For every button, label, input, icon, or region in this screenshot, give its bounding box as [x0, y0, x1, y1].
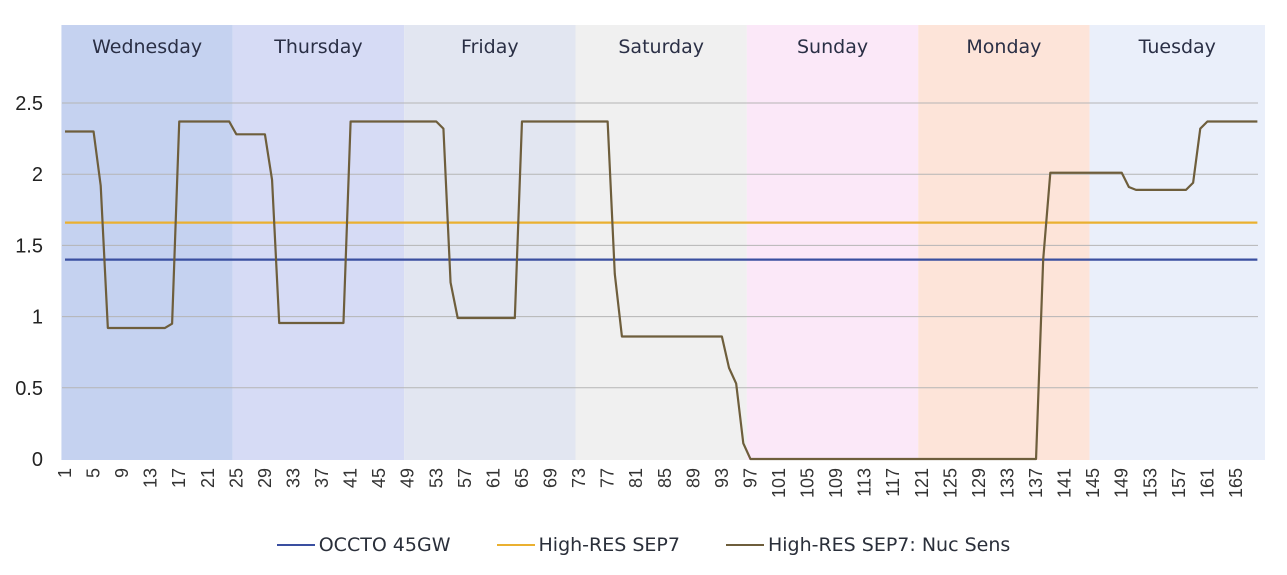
x-tick-label: 53	[426, 468, 446, 488]
x-tick-label: 113	[855, 468, 875, 497]
x-tick-label: 89	[683, 468, 703, 488]
x-tick-label: 105	[798, 468, 818, 498]
x-tick-label: 165	[1226, 468, 1246, 498]
legend-item-occto: OCCTO 45GW	[276, 534, 451, 556]
x-tick-label: 109	[826, 468, 846, 498]
y-tick-label: 0.5	[15, 378, 43, 400]
x-tick-label: 157	[1169, 468, 1189, 498]
x-tick-label: 77	[598, 468, 618, 488]
day-band-thursday	[232, 25, 405, 460]
x-tick-label: 125	[940, 468, 960, 498]
x-tick-label: 149	[1112, 468, 1132, 498]
gridlines	[62, 102, 1258, 389]
x-tick-label: 81	[626, 468, 646, 488]
day-label-monday: Monday	[966, 36, 1041, 58]
y-tick-label: 2	[32, 164, 43, 186]
x-tick-label: 37	[312, 468, 332, 488]
x-tick-label: 85	[655, 468, 675, 488]
x-tick-label: 129	[969, 468, 989, 498]
x-tick-label: 73	[569, 468, 589, 488]
y-tick-label: 2.5	[15, 93, 43, 115]
day-label-wednesday: Wednesday	[92, 36, 202, 58]
x-tick-label: 145	[1083, 468, 1103, 498]
x-tick-label: 93	[712, 468, 732, 488]
day-label-tuesday: Tuesday	[1138, 36, 1216, 58]
x-tick-label: 61	[483, 468, 503, 488]
day-band-wednesday	[61, 25, 233, 460]
y-tick-label: 1.5	[15, 235, 43, 257]
x-tick-label: 33	[283, 468, 303, 488]
legend-swatch-occto	[276, 544, 315, 546]
day-label-saturday: Saturday	[618, 36, 704, 58]
x-tick-label: 29	[255, 468, 275, 488]
x-tick-label: 5	[84, 468, 104, 478]
legend-label-occto: OCCTO 45GW	[318, 534, 451, 556]
y-axis-labels: 0 0.5 1 1.5 2 2.5	[15, 93, 43, 471]
day-bands: Wednesday Thursday Friday Saturday Sunday Mon…	[61, 25, 1265, 460]
day-label-sunday: Sunday	[797, 36, 868, 58]
day-band-saturday	[575, 25, 747, 460]
x-tick-label: 9	[112, 468, 132, 478]
legend-item-nuc-sens: High-RES SEP7: Nuc Sens	[725, 534, 1011, 556]
x-tick-label: 65	[512, 468, 532, 488]
x-tick-label: 141	[1055, 468, 1075, 498]
legend: OCCTO 45GW High-RES SEP7 High-RES SEP7: …	[0, 528, 1287, 562]
x-tick-label: 137	[1026, 468, 1046, 498]
x-tick-label: 17	[169, 468, 189, 488]
x-tick-label: 69	[541, 468, 561, 488]
x-tick-label: 21	[198, 468, 218, 488]
x-tick-label: 1	[55, 468, 75, 478]
legend-label-high-res: High-RES SEP7	[538, 534, 680, 556]
day-band-sunday	[746, 25, 919, 460]
day-band-friday	[404, 25, 576, 460]
x-axis-labels: 1 5 9 13 17 21 25 29 33 37 41 45 49 53 57 61 65 69 73 77 81 8…	[55, 468, 1246, 498]
x-tick-label: 121	[912, 468, 932, 498]
y-tick-label: 0	[32, 449, 43, 471]
series-lines	[65, 120, 1258, 461]
x-tick-label: 101	[769, 468, 789, 498]
day-label-friday: Friday	[461, 36, 519, 58]
x-tick-label: 133	[997, 468, 1017, 498]
day-band-tuesday	[1089, 25, 1265, 460]
x-tick-label: 97	[740, 468, 760, 488]
x-tick-label: 153	[1140, 468, 1160, 498]
x-tick-label: 117	[883, 468, 903, 497]
x-tick-label: 45	[369, 468, 389, 488]
legend-swatch-high-res	[496, 544, 535, 546]
legend-swatch-nuc-sens	[725, 544, 764, 546]
x-tick-label: 49	[398, 468, 418, 488]
day-band-monday	[918, 25, 1090, 460]
legend-item-high-res: High-RES SEP7	[496, 534, 680, 556]
x-tick-label: 41	[341, 468, 361, 488]
x-tick-label: 161	[1197, 468, 1217, 498]
x-tick-label: 13	[141, 468, 161, 488]
x-tick-label: 25	[226, 468, 246, 488]
series-line-high-res-sep7-nuc-sens	[65, 120, 1258, 461]
day-label-thursday: Thursday	[273, 36, 362, 58]
x-tick-label: 57	[455, 468, 475, 488]
legend-label-nuc-sens: High-RES SEP7: Nuc Sens	[767, 534, 1011, 556]
y-tick-label: 1	[32, 307, 43, 329]
